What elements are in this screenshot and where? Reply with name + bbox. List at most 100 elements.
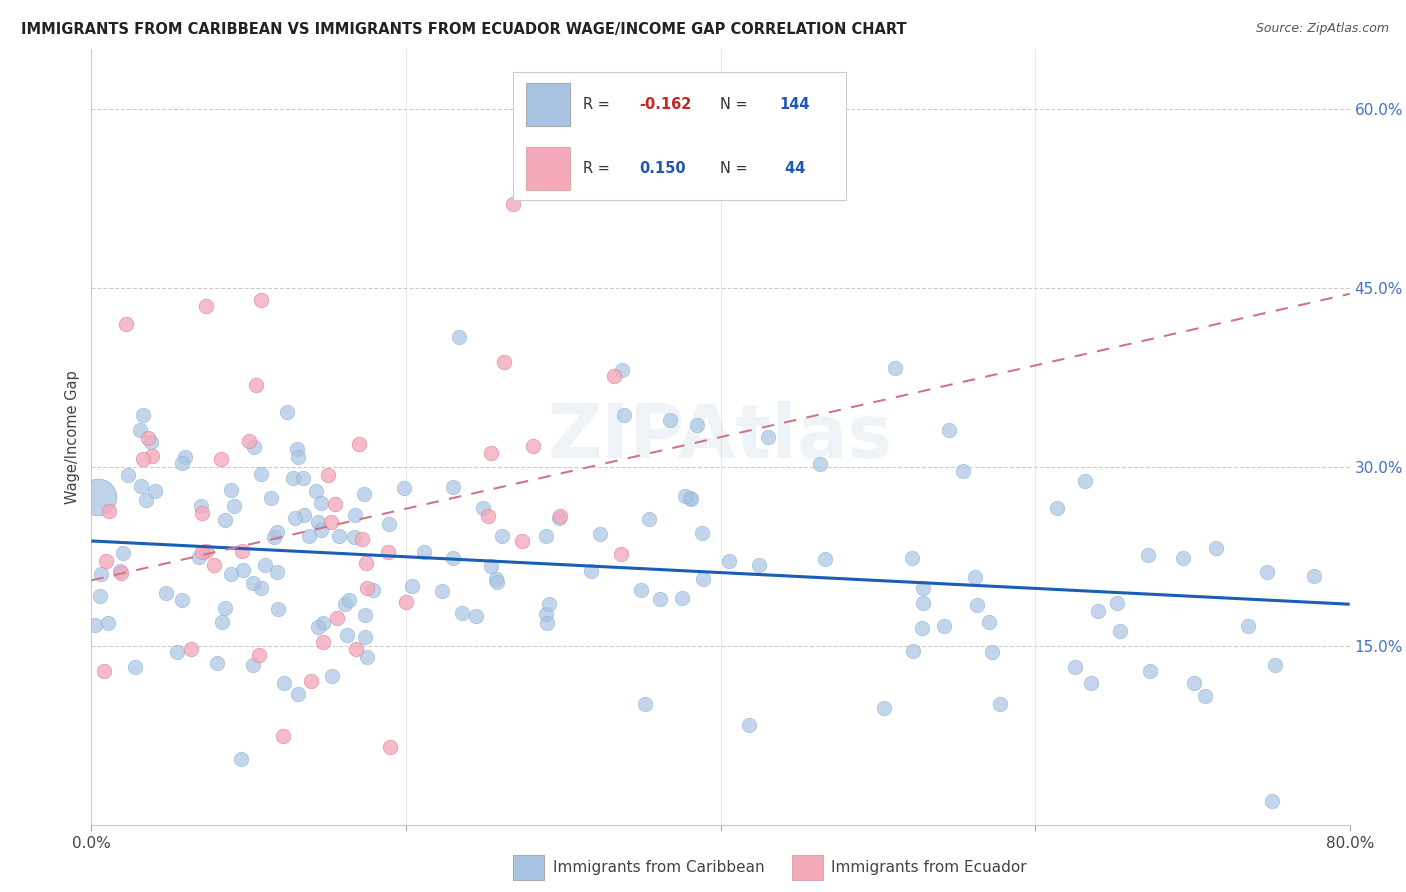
Point (250, 293, 273, 307)
Point (211, 615, 233, 629)
Point (548, 508, 571, 523)
Point (328, 529, 350, 543)
Point (1046, 501, 1069, 516)
Point (86, 490, 108, 504)
Point (249, 467, 271, 481)
Point (1263, 657, 1285, 672)
Text: Source: ZipAtlas.com: Source: ZipAtlas.com (1256, 22, 1389, 36)
Point (336, 627, 359, 641)
Point (912, 595, 935, 609)
Point (143, 484, 166, 499)
Point (485, 572, 508, 586)
Point (273, 676, 295, 690)
Text: Immigrants from Caribbean: Immigrants from Caribbean (553, 861, 765, 875)
Point (738, 717, 761, 731)
Point (321, 668, 343, 682)
Point (449, 329, 471, 343)
Point (323, 497, 346, 511)
Text: IMMIGRANTS FROM CARIBBEAN VS IMMIGRANTS FROM ECUADOR WAGE/INCOME GAP CORRELATION: IMMIGRANTS FROM CARIBBEAN VS IMMIGRANTS … (21, 22, 907, 37)
Point (748, 558, 770, 572)
Point (901, 644, 924, 658)
Point (231, 752, 253, 766)
Point (214, 513, 236, 527)
Point (352, 533, 374, 547)
Point (1080, 676, 1102, 690)
Point (214, 600, 236, 615)
Point (346, 641, 368, 656)
Point (209, 452, 232, 467)
Point (952, 464, 974, 478)
Point (194, 543, 217, 558)
Point (1074, 474, 1097, 488)
Point (117, 468, 139, 483)
Point (1256, 565, 1278, 579)
Point (205, 656, 228, 670)
Point (191, 506, 214, 520)
Point (190, 499, 212, 513)
Point (650, 591, 672, 606)
Point (343, 508, 366, 522)
Point (356, 650, 378, 665)
Point (394, 481, 416, 495)
Point (671, 591, 693, 605)
Point (395, 595, 418, 609)
Point (1171, 551, 1194, 566)
Point (260, 491, 283, 505)
Point (221, 566, 243, 581)
Point (276, 405, 298, 419)
Point (451, 607, 474, 621)
Point (155, 586, 177, 600)
Point (479, 558, 502, 573)
Point (873, 701, 896, 715)
Point (135, 493, 157, 508)
Point (494, 355, 516, 369)
Point (266, 525, 288, 540)
Point (471, 500, 494, 515)
Point (222, 500, 245, 514)
Point (299, 673, 322, 688)
Point (94, 554, 117, 568)
Point (307, 619, 329, 633)
Point (610, 362, 633, 376)
Point (613, 408, 636, 422)
Point (966, 599, 988, 613)
Point (479, 446, 502, 460)
Point (353, 630, 375, 644)
Point (245, 378, 267, 392)
Point (377, 545, 399, 559)
Point (634, 698, 657, 712)
Point (638, 512, 661, 526)
Point (343, 530, 366, 544)
Point (253, 558, 276, 572)
Point (312, 615, 335, 630)
Point (988, 697, 1011, 711)
Point (89, 589, 111, 603)
Point (129, 423, 152, 437)
Point (980, 645, 1002, 659)
Point (522, 439, 544, 453)
Point (717, 554, 740, 568)
Point (326, 610, 349, 624)
Point (263, 530, 285, 544)
Point (292, 471, 315, 485)
Point (195, 299, 218, 313)
Point (188, 549, 211, 564)
Point (353, 607, 375, 622)
Point (534, 529, 557, 543)
Point (173, 450, 195, 464)
Point (247, 648, 270, 663)
Point (111, 546, 134, 560)
Point (271, 729, 294, 743)
Point (589, 527, 612, 541)
Text: ZIPAtlas: ZIPAtlas (548, 401, 893, 474)
Point (339, 592, 361, 607)
Point (129, 479, 152, 493)
Point (284, 510, 307, 524)
Point (977, 615, 1000, 629)
Point (401, 578, 423, 592)
Point (110, 566, 132, 581)
Point (932, 618, 955, 632)
Point (380, 740, 402, 755)
Point (477, 508, 499, 523)
Point (93, 664, 115, 678)
